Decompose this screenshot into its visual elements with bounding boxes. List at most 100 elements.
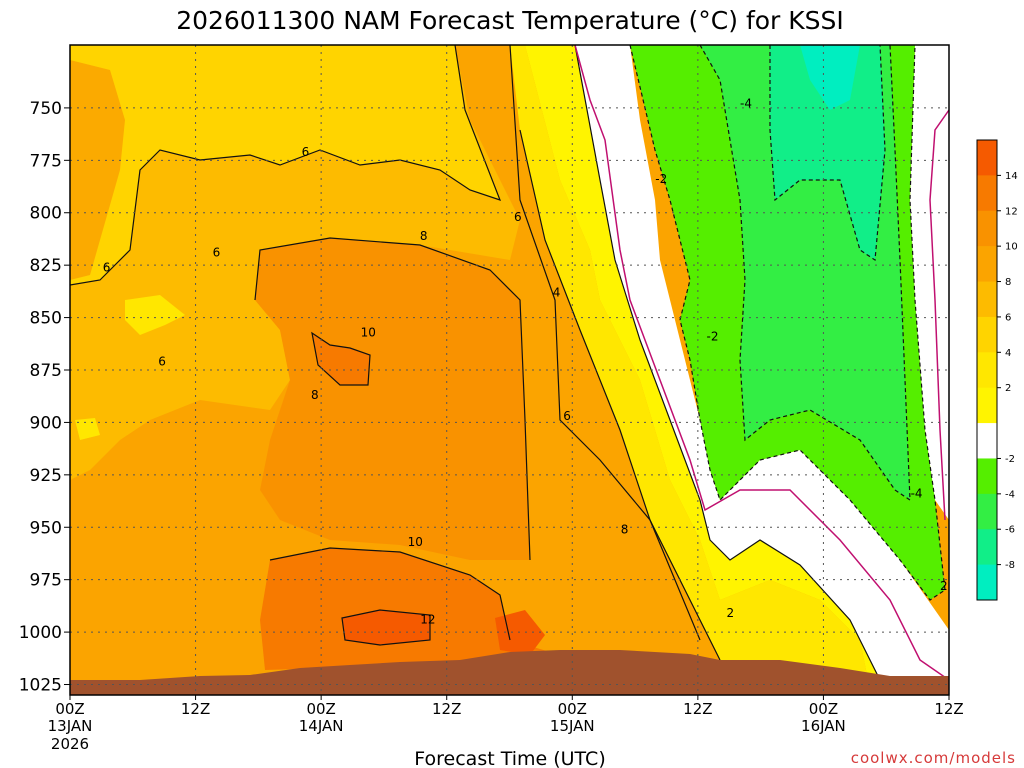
colorbar-label: 10 xyxy=(1005,242,1018,253)
colorbar-segment xyxy=(977,140,997,176)
contour-label: 10 xyxy=(408,535,423,549)
y-axis: 750 775 800 825 850 875 900 925 950 975 1000 1025 xyxy=(19,99,70,696)
colorbar-segment xyxy=(977,316,997,353)
temp-band-0-2 xyxy=(525,45,949,690)
contour-line-6b xyxy=(509,45,701,641)
contour-label: -2 xyxy=(655,172,667,186)
plot-frame xyxy=(69,44,950,696)
contour-label: 6 xyxy=(158,355,166,369)
x-tick-label: 00Z xyxy=(55,700,84,718)
contour-label: 2 xyxy=(940,579,948,593)
colorbar-segment xyxy=(977,175,997,212)
contour-line-minus2-right xyxy=(929,109,949,521)
x-tick-label: 00Z xyxy=(809,700,838,718)
contour-labels: 6 6 6 6 8 6 4 10 8 6 10 12 8 -2 -2 -4 2 -4 2 xyxy=(103,97,948,627)
contour-line-minus2-left xyxy=(574,45,949,681)
x-tick-date: 14JAN xyxy=(299,717,344,735)
contour-line-4a xyxy=(519,129,721,661)
temp-band-4-6-upper xyxy=(70,45,500,285)
colorbar-label: -4 xyxy=(1005,489,1015,500)
colorbar-label: 2 xyxy=(1005,383,1011,394)
y-tick-label: 1025 xyxy=(19,676,62,696)
temp-band-minus6-minus8 xyxy=(770,45,885,260)
contour-lines-dashed xyxy=(629,45,946,601)
y-tick-label: 775 xyxy=(30,151,62,171)
y-tick-label: 1000 xyxy=(19,623,62,643)
colorbar-segment xyxy=(977,529,997,566)
temp-band-below-minus8 xyxy=(800,45,860,110)
colorbar-segment xyxy=(977,246,997,283)
contour-line-10a xyxy=(269,547,511,641)
x-tick-label: 12Z xyxy=(432,700,461,718)
contour-label: 6 xyxy=(213,246,221,260)
colorbar-segment xyxy=(977,564,997,601)
contour-label: 10 xyxy=(361,325,376,339)
colorbar-label: 12 xyxy=(1005,206,1018,217)
x-tick-label: 00Z xyxy=(558,700,587,718)
contour-label: 6 xyxy=(302,145,310,159)
colorbar-label: 8 xyxy=(1005,277,1011,288)
contour-label: 8 xyxy=(311,388,319,402)
colorbar-segment xyxy=(977,423,997,459)
temp-band-4-6-patch-1 xyxy=(125,295,185,335)
contour-line-2a xyxy=(574,45,881,681)
contour-label: 4 xyxy=(553,285,561,299)
colorbar-segment xyxy=(977,352,997,389)
colorbar: 14 12 10 8 6 4 2 -2 -4 -6 -8 xyxy=(976,139,1018,601)
x-tick-label: 12Z xyxy=(181,700,210,718)
temp-band-12-14 xyxy=(342,610,430,645)
x-tick-date: 15JAN xyxy=(550,717,595,735)
contour-label: -2 xyxy=(707,329,719,343)
contour-lines-magenta xyxy=(574,45,949,681)
colorbar-label: 14 xyxy=(1005,171,1018,182)
y-tick-label: 800 xyxy=(30,204,62,224)
contour-line-10b xyxy=(311,331,371,386)
y-tick-label: 975 xyxy=(30,571,62,591)
contour-label: 6 xyxy=(103,260,111,274)
contour-line-6a xyxy=(70,45,502,286)
x-tick-date: 16JAN xyxy=(801,717,846,735)
y-tick-label: 750 xyxy=(30,99,62,119)
contour-line-minus4-dashed xyxy=(699,45,911,502)
chart-title: 2026011300 NAM Forecast Temperature (°C)… xyxy=(176,6,844,35)
colorbar-segment xyxy=(977,210,997,247)
plot-area xyxy=(70,45,949,695)
temp-band-6-8-left-strip xyxy=(70,60,125,280)
contour-label: 8 xyxy=(420,229,428,243)
contour-label: 8 xyxy=(621,522,629,536)
x-axis-label: Forecast Time (UTC) xyxy=(414,748,605,768)
x-tick-label: 00Z xyxy=(306,700,335,718)
colorbar-segment xyxy=(977,281,997,318)
colorbar-label: 4 xyxy=(1005,348,1011,359)
contour-label: 6 xyxy=(514,210,522,224)
colorbar-frame xyxy=(976,139,998,601)
colorbar-label: 6 xyxy=(1005,312,1011,323)
contour-label: 12 xyxy=(420,613,435,627)
colorbar-label: -6 xyxy=(1005,525,1015,536)
y-tick-label: 875 xyxy=(30,361,62,381)
terrain-ground xyxy=(70,650,949,695)
temp-band-2-4 xyxy=(510,45,949,695)
contour-line-12a xyxy=(341,609,431,646)
y-tick-label: 850 xyxy=(30,309,62,329)
credit-text: coolwx.com/models xyxy=(851,749,1016,767)
y-tick-label: 825 xyxy=(30,256,62,276)
temp-band-8-10-core xyxy=(255,238,530,560)
colorbar-segment xyxy=(977,493,997,530)
contour-lines xyxy=(70,45,881,681)
contour-line-minus2-dashed xyxy=(629,45,946,601)
y-tick-label: 900 xyxy=(30,413,62,433)
y-tick-label: 950 xyxy=(30,518,62,538)
colorbar-label: -8 xyxy=(1005,560,1015,571)
contour-line-minus6-dashed xyxy=(769,45,886,262)
colorbar-segment xyxy=(977,387,997,424)
temp-band-4-6-patch-2 xyxy=(75,418,100,440)
contour-line-8a xyxy=(254,237,531,561)
colorbar-label: -2 xyxy=(1005,454,1015,465)
x-tick-date: 13JAN xyxy=(48,717,93,735)
contour-label: -4 xyxy=(740,97,752,111)
x-tick-label: 12Z xyxy=(683,700,712,718)
temp-band-near-zero xyxy=(575,45,949,695)
